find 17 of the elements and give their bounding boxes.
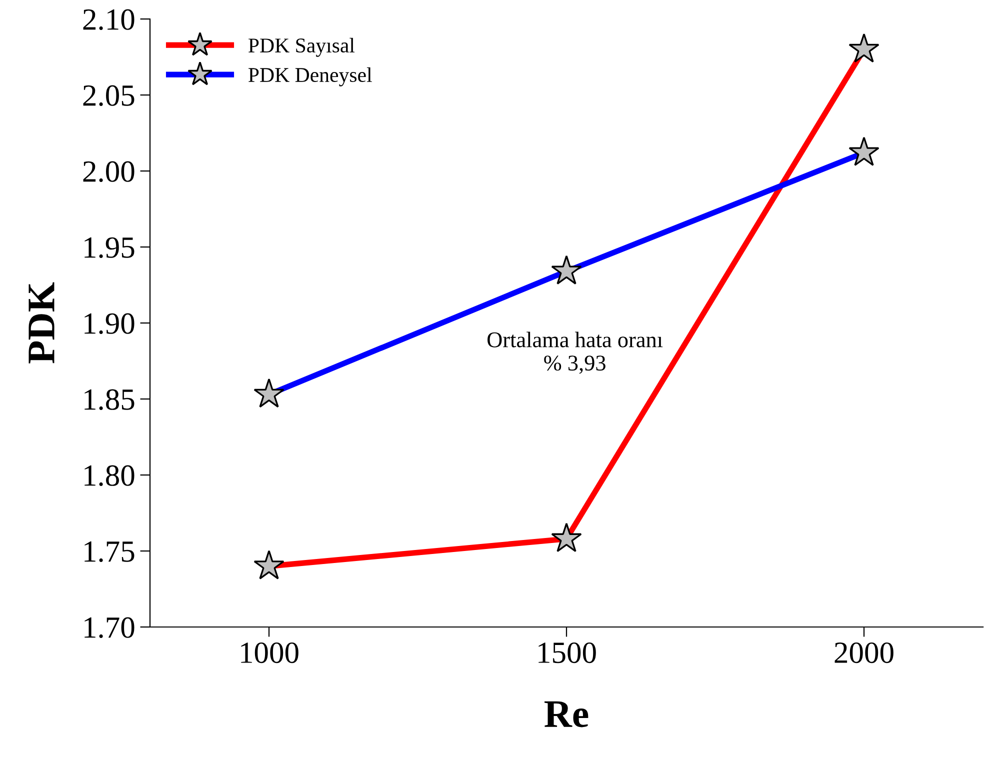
y-axis-title: PDK [28, 282, 54, 364]
y-tick-label: 2.10 [83, 9, 134, 30]
y-tick-label: 1.80 [84, 465, 134, 486]
legend-label: PDK Deneysel [248, 67, 372, 86]
annotation: Ortalama hata oranı % 3,93 [488, 332, 663, 374]
y-tick-label: 1.70 [84, 617, 134, 638]
x-axis-title: Re [544, 701, 588, 728]
x-tick-label: 1500 [538, 642, 596, 664]
legend-label: PDK Sayısal [248, 38, 355, 57]
y-tick-label: 2.00 [83, 161, 134, 182]
y-tick-label: 2.05 [83, 85, 134, 106]
x-tick-label: 1000 [241, 642, 298, 664]
y-tick-label: 1.90 [84, 313, 134, 334]
y-tick-label: 1.85 [84, 389, 134, 410]
x-tick-label: 2000 [834, 642, 894, 664]
y-tick-label: 1.95 [84, 237, 134, 258]
y-tick-label: 1.75 [84, 541, 134, 562]
